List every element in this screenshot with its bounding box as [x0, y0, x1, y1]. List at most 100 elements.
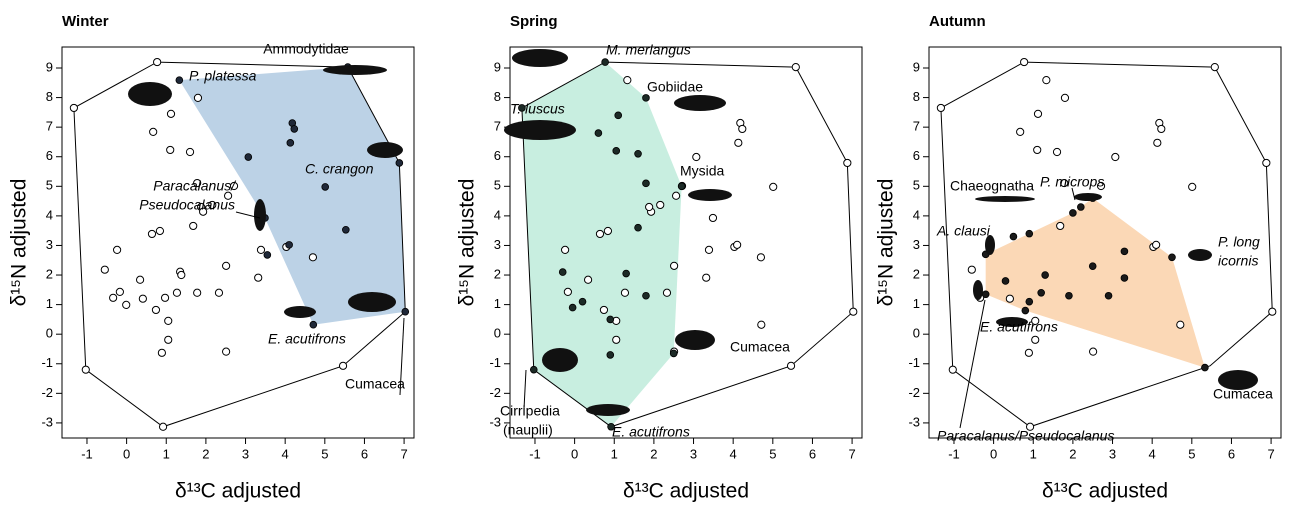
filled-point	[1021, 306, 1030, 315]
filled-point	[594, 129, 603, 137]
taxon-label: C. crangon	[305, 161, 374, 177]
x-tick-label: -1	[948, 446, 960, 461]
open-point	[177, 270, 186, 280]
open-point	[1024, 348, 1033, 357]
x-axis-label: δ¹³C adjusted	[623, 480, 749, 503]
x-tick-label: -1	[529, 446, 541, 461]
filled-point	[285, 241, 293, 249]
open-point	[229, 181, 239, 191]
taxon-label: P. long	[1218, 234, 1260, 250]
open-point	[153, 57, 162, 67]
open-point	[948, 365, 957, 374]
y-tick-label: 3	[46, 237, 53, 252]
y-tick-label: -2	[489, 385, 501, 400]
open-point	[1056, 221, 1065, 231]
taxon-label: Cumacea	[345, 376, 405, 392]
taxon-silhouette	[284, 306, 316, 318]
open-point	[1089, 347, 1098, 356]
open-point	[157, 348, 166, 357]
filled-point	[677, 182, 686, 191]
x-tick-label: 2	[650, 446, 657, 461]
filled-point	[309, 320, 318, 329]
x-tick-label: 3	[1109, 446, 1116, 461]
y-tick-label: 2	[46, 266, 53, 281]
open-point	[843, 158, 852, 168]
taxon-label: Paracalanus/Pseudocalanus	[937, 428, 1114, 444]
filled-point	[622, 269, 630, 278]
open-point	[1153, 138, 1162, 147]
taxon-label: Cumacea	[1213, 386, 1273, 402]
x-tick-label: 4	[282, 446, 289, 461]
open-point	[671, 191, 681, 200]
y-tick-label: 2	[494, 266, 501, 281]
open-point	[1188, 182, 1197, 191]
open-point	[193, 288, 202, 297]
x-tick-label: 1	[611, 446, 618, 461]
open-point	[149, 127, 158, 136]
niche-area	[985, 198, 1205, 368]
filled-point	[614, 111, 623, 120]
taxon-label: P. microps	[1040, 174, 1104, 190]
open-point	[199, 207, 208, 216]
filled-point	[175, 76, 184, 84]
y-tick-label: 5	[494, 178, 501, 193]
taxon-silhouette	[975, 196, 1035, 202]
y-tick-label: 0	[46, 326, 53, 341]
open-point	[1033, 109, 1043, 118]
open-point	[563, 287, 572, 296]
open-point	[849, 307, 858, 316]
taxon-label: Chaeognatha	[950, 178, 1034, 194]
x-tick-label: 3	[690, 446, 697, 461]
open-point	[164, 335, 173, 344]
plot-frame	[928, 46, 1282, 439]
taxon-label: E. acutifrons	[268, 331, 346, 347]
open-point	[166, 109, 176, 118]
open-point	[1033, 145, 1042, 155]
x-tick-label: 6	[361, 446, 368, 461]
filled-point	[395, 159, 404, 167]
filled-point	[1001, 277, 1010, 285]
taxon-silhouette	[1188, 249, 1212, 261]
open-point	[583, 275, 593, 284]
filled-point	[263, 251, 272, 259]
panel-title: Winter	[62, 13, 109, 30]
panel-title: Autumn	[929, 13, 986, 30]
open-point	[193, 93, 203, 102]
y-tick-label: 0	[913, 326, 920, 341]
taxon-label: icornis	[1218, 253, 1258, 269]
y-tick-label: 5	[913, 178, 920, 193]
open-point	[256, 245, 266, 254]
taxon-silhouette	[985, 235, 995, 255]
filled-point	[669, 349, 678, 358]
x-tick-label: 6	[809, 446, 816, 461]
taxon-silhouette	[348, 292, 396, 312]
y-tick-label: 9	[46, 59, 53, 74]
panel: Winter δ¹³C adjusted δ¹⁵N adjusted -1 0 1 2 3 4 5…	[8, 13, 415, 503]
y-tick-label: 6	[913, 148, 920, 163]
open-point	[164, 316, 173, 325]
open-point	[662, 288, 672, 297]
open-point	[1176, 320, 1185, 329]
filled-point	[1120, 247, 1129, 256]
filled-point	[1088, 262, 1097, 270]
open-point	[223, 191, 233, 200]
taxon-silhouette	[254, 199, 266, 231]
open-point	[1096, 181, 1106, 191]
x-tick-label: 7	[848, 446, 855, 461]
x-axis-label: δ¹³C adjusted	[1042, 480, 1168, 503]
open-point	[254, 273, 263, 282]
filled-point	[606, 351, 615, 359]
y-tick-label: -3	[908, 414, 920, 429]
filled-point	[1120, 274, 1129, 282]
y-tick-label: -2	[908, 385, 920, 400]
filled-point	[558, 268, 567, 276]
taxon-label: Cumacea	[730, 339, 790, 355]
open-point	[1152, 240, 1161, 249]
open-point	[1031, 335, 1040, 344]
open-point	[733, 240, 742, 249]
open-point	[1210, 63, 1219, 72]
filled-point	[981, 290, 990, 299]
y-tick-label: 9	[913, 59, 920, 74]
filled-point	[321, 183, 330, 191]
y-tick-label: 4	[913, 207, 920, 222]
